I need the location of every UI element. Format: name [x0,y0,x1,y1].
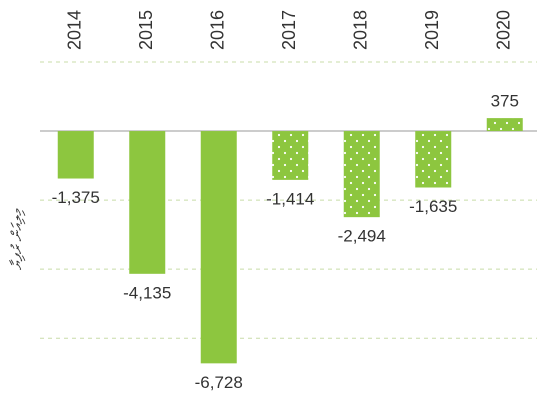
y-axis-label: މިލިއަން ރުފިޔާ [9,208,26,270]
value-label: -4,135 [123,283,171,302]
value-label: -1,414 [266,189,314,208]
x-tick-label: 2014 [65,10,85,50]
value-label: -1,635 [409,197,457,216]
bar [415,131,452,188]
bar [200,131,237,364]
x-tick-label: 2019 [422,10,442,50]
x-tick-label: 2018 [351,10,371,50]
value-label: -6,728 [195,373,243,392]
bar [129,131,166,274]
x-tick-label: 2020 [494,10,514,50]
value-label: 375 [491,92,519,111]
bar [57,131,94,179]
value-label: -1,375 [52,188,100,207]
x-tick-label: 2017 [279,10,299,50]
bar [272,131,309,180]
x-tick-label: 2015 [136,10,156,50]
bar [486,118,523,132]
bar [343,131,380,218]
x-tick-label: 2016 [208,10,228,50]
value-label: -2,494 [338,227,386,246]
